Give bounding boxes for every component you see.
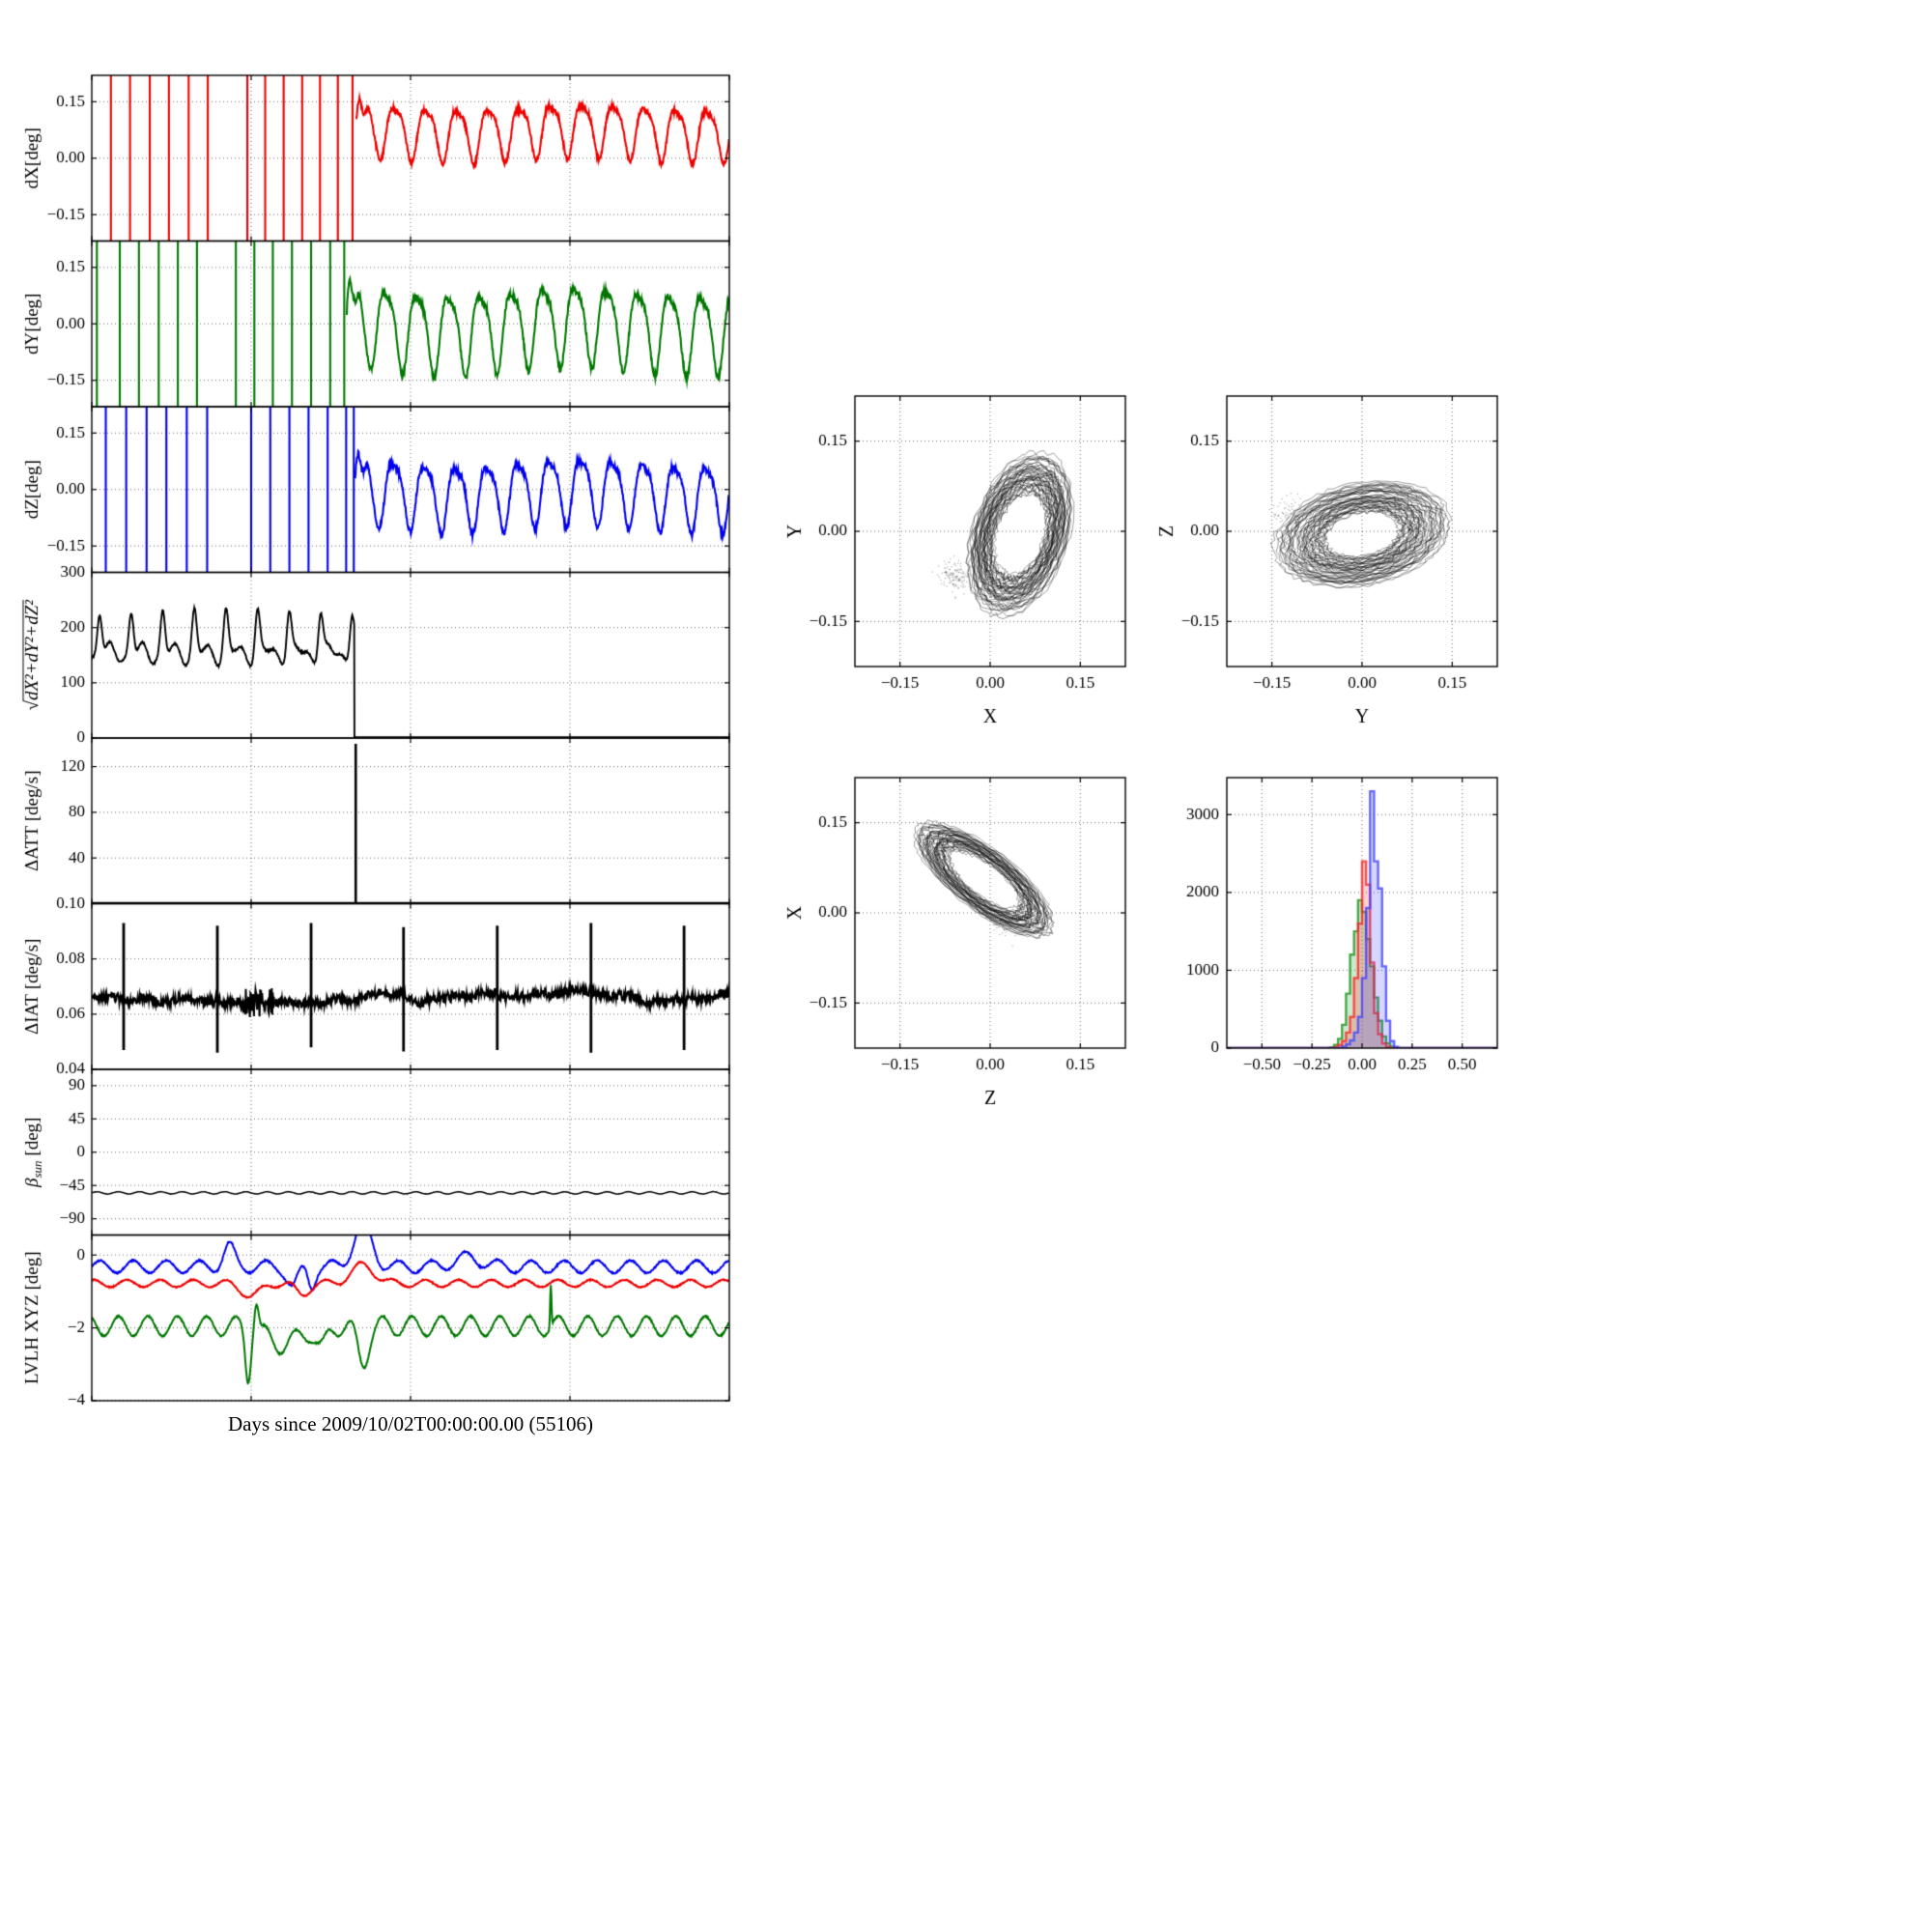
- scatter-y-vs-x-canvas: [768, 377, 1135, 758]
- x-axis-label: Days since 2009/10/02T00:00:00.00 (55106…: [228, 1412, 593, 1435]
- scatter-x-vs-z-canvas: [768, 758, 1135, 1140]
- timeseries-stack-canvas: [10, 68, 753, 1410]
- histogram-xyz-canvas: [1140, 758, 1507, 1140]
- scatter-z-vs-y-canvas: [1140, 377, 1507, 758]
